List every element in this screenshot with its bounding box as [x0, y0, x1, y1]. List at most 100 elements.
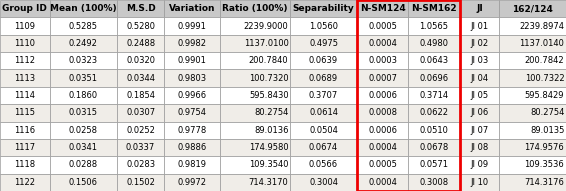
Text: N-SM124: N-SM124	[360, 4, 405, 13]
Text: JI 02: JI 02	[470, 39, 488, 48]
Bar	[0, 87, 50, 104]
Bar	[50, 17, 117, 35]
Bar	[0, 17, 50, 35]
Text: 0.2492: 0.2492	[69, 39, 98, 48]
Bar	[408, 0, 460, 17]
Bar	[290, 17, 357, 35]
Text: 2239.9000: 2239.9000	[244, 22, 289, 31]
Bar	[408, 35, 460, 52]
Bar	[408, 87, 460, 104]
Bar	[460, 70, 499, 87]
Bar	[290, 121, 357, 139]
Bar	[357, 139, 408, 156]
Bar	[357, 104, 408, 121]
Bar	[357, 0, 460, 191]
Text: 1109: 1109	[14, 22, 35, 31]
Text: 1137.0140: 1137.0140	[520, 39, 564, 48]
Bar	[408, 174, 460, 191]
Bar	[290, 52, 357, 70]
Text: 0.4975: 0.4975	[309, 39, 338, 48]
Bar	[164, 0, 220, 17]
Bar	[164, 104, 220, 121]
Text: 0.3714: 0.3714	[419, 91, 448, 100]
Text: 0.0689: 0.0689	[309, 74, 338, 83]
Text: JI 10: JI 10	[470, 178, 488, 187]
Text: 0.3004: 0.3004	[309, 178, 338, 187]
Bar	[0, 0, 50, 17]
Text: 0.0696: 0.0696	[419, 74, 448, 83]
Bar	[0, 139, 50, 156]
Text: 100.7320: 100.7320	[249, 74, 289, 83]
Text: 0.0323: 0.0323	[69, 56, 98, 65]
Bar	[220, 70, 290, 87]
Bar	[0, 104, 50, 121]
Bar	[50, 0, 117, 17]
Bar	[117, 70, 164, 87]
Bar	[50, 156, 117, 174]
Bar	[290, 174, 357, 191]
Bar	[0, 70, 50, 87]
Text: 1114: 1114	[14, 91, 35, 100]
Bar	[408, 104, 460, 121]
Bar	[220, 104, 290, 121]
Text: 0.0007: 0.0007	[368, 74, 397, 83]
Bar	[499, 139, 566, 156]
Text: 2239.8974: 2239.8974	[519, 22, 564, 31]
Text: 0.3707: 0.3707	[309, 91, 338, 100]
Bar	[499, 87, 566, 104]
Text: JI 06: JI 06	[470, 108, 488, 117]
Bar	[408, 17, 460, 35]
Bar	[460, 104, 499, 121]
Bar	[117, 121, 164, 139]
Bar	[220, 0, 290, 17]
Text: 1.0560: 1.0560	[309, 22, 338, 31]
Text: 0.0004: 0.0004	[368, 39, 397, 48]
Bar	[357, 87, 408, 104]
Bar	[164, 174, 220, 191]
Bar	[220, 52, 290, 70]
Bar	[0, 121, 50, 139]
Text: 0.9901: 0.9901	[178, 56, 207, 65]
Text: 0.0674: 0.0674	[309, 143, 338, 152]
Text: 0.0005: 0.0005	[368, 22, 397, 31]
Bar	[164, 139, 220, 156]
Bar	[117, 156, 164, 174]
Text: Variation: Variation	[169, 4, 215, 13]
Text: 0.0614: 0.0614	[309, 108, 338, 117]
Bar	[50, 70, 117, 87]
Bar	[164, 70, 220, 87]
Bar	[117, 87, 164, 104]
Text: 0.0504: 0.0504	[309, 126, 338, 135]
Text: 89.0135: 89.0135	[530, 126, 564, 135]
Text: 1113: 1113	[14, 74, 35, 83]
Bar	[50, 139, 117, 156]
Bar	[499, 35, 566, 52]
Text: 0.0678: 0.0678	[419, 143, 449, 152]
Text: Separability: Separability	[293, 4, 354, 13]
Text: 595.8430: 595.8430	[249, 91, 289, 100]
Text: JI 03: JI 03	[470, 56, 488, 65]
Text: 0.0315: 0.0315	[69, 108, 98, 117]
Text: JI 05: JI 05	[470, 91, 488, 100]
Text: JI 01: JI 01	[470, 22, 488, 31]
Bar	[499, 0, 566, 17]
Bar	[117, 104, 164, 121]
Text: 0.1506: 0.1506	[69, 178, 98, 187]
Bar	[460, 52, 499, 70]
Text: 0.0005: 0.0005	[368, 160, 397, 169]
Text: 0.0337: 0.0337	[126, 143, 155, 152]
Text: 0.0003: 0.0003	[368, 56, 397, 65]
Bar	[220, 35, 290, 52]
Bar	[357, 17, 408, 35]
Text: 0.0258: 0.0258	[69, 126, 98, 135]
Bar	[290, 70, 357, 87]
Bar	[357, 52, 408, 70]
Text: 0.9991: 0.9991	[178, 22, 207, 31]
Text: 0.9754: 0.9754	[178, 108, 207, 117]
Text: 0.0571: 0.0571	[419, 160, 448, 169]
Bar	[50, 121, 117, 139]
Bar	[460, 121, 499, 139]
Text: 174.9576: 174.9576	[525, 143, 564, 152]
Bar	[357, 121, 408, 139]
Bar	[50, 87, 117, 104]
